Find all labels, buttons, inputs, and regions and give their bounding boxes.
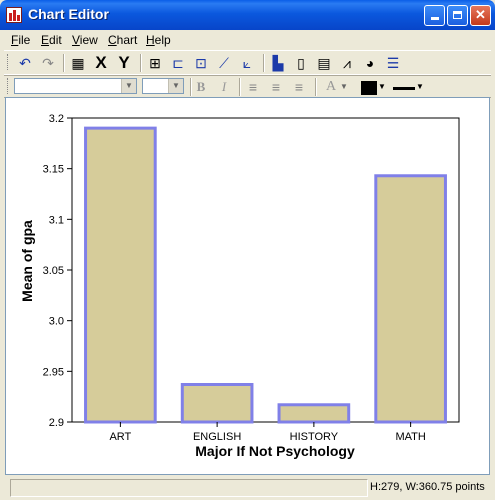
minimize-button[interactable] [424,5,445,26]
align-right-icon: ≡ [294,79,304,95]
font-size-combo[interactable]: ▼ [142,78,184,94]
interpolation-line-button[interactable]: ⟀ [238,54,256,72]
title-button[interactable]: ⊡ [192,54,210,72]
fill-color-dropdown[interactable]: ▼ [378,78,386,96]
y-tick-label[interactable]: 3.05 [43,265,64,277]
y-tick-label[interactable]: 3.1 [49,214,64,226]
y-tick-label[interactable]: 2.95 [43,366,64,378]
bar-chart-button[interactable]: ▙ [269,54,287,72]
bar-math[interactable] [374,174,447,424]
x-tick-label-english[interactable]: ENGLISH [193,431,241,443]
line-style-dropdown[interactable]: ▼ [416,78,424,96]
bar-art[interactable] [84,126,157,424]
grid-button[interactable]: ⊞ [146,54,164,72]
align-left-icon: ≡ [248,79,258,95]
interpolation-line-icon: ⟀ [242,55,252,71]
chart-canvas[interactable]: 3.2 3.15 3.1 3.05 3.0 2.95 2.9 ART ENGLISH HISTO… [5,97,490,475]
text-box-button[interactable]: ▯ [292,54,310,72]
align-center-icon: ≡ [271,79,281,95]
properties-icon: ▦ [71,55,85,71]
bar-history[interactable] [277,403,351,424]
format-toolbar: ▼ ▼ B I ≡ ≡ ≡ A ▼ ▼ ▼ [4,74,491,98]
align-center-button[interactable]: ≡ [267,78,285,96]
title-bar[interactable]: Chart Editor ✕ [0,0,495,30]
x-axis-label[interactable]: Major If Not Psychology [195,443,355,459]
transpose-chart-icon: ☰ [386,55,400,71]
redo-button[interactable]: ↷ [39,54,57,72]
menu-file[interactable]: File [11,33,31,47]
status-bar: H:279, W:360.75 points [2,477,493,498]
fill-color-swatch-icon [361,81,377,96]
y-tick-label[interactable]: 3.0 [49,316,64,328]
menu-chart[interactable]: Chart [108,33,138,47]
y-tick-label[interactable]: 3.15 [43,164,64,176]
reference-line-button[interactable]: ⊏ [169,54,187,72]
font-name-combo[interactable]: ▼ [14,78,137,94]
undo-button[interactable]: ↶ [16,54,34,72]
select-y-axis-button[interactable]: Y [118,53,130,72]
line-style-icon [393,86,415,90]
status-dimensions: H:279, W:360.75 points [370,481,485,493]
close-icon: ✕ [475,7,486,22]
properties-button[interactable]: ▦ [69,54,87,72]
bar-english[interactable] [180,383,254,424]
reference-line-icon: ⊏ [172,55,184,71]
line-chart-button[interactable]: ⩘ [338,54,356,72]
fit-line-icon: ⟋ [219,55,229,71]
x-tick-label-history[interactable]: HISTORY [290,431,339,443]
y-tick-label[interactable]: 3.2 [49,113,64,125]
menu-edit[interactable]: Edit [41,33,62,47]
bar-chart-icon: ▙ [272,55,284,71]
bar-chart[interactable]: 3.2 3.15 3.1 3.05 3.0 2.95 2.9 ART ENGLISH HISTO… [6,98,489,474]
fit-line-button[interactable]: ⟋ [215,54,233,72]
y-tick-label[interactable]: 2.9 [49,417,64,429]
x-tick-label-art[interactable]: ART [109,431,131,443]
menu-view[interactable]: View [72,33,98,47]
font-color-button[interactable]: A [325,79,337,94]
pie-chart-button[interactable]: ◕ [361,54,379,72]
data-labels-button[interactable]: ▤ [315,54,333,72]
maximize-icon [453,11,462,19]
menu-help[interactable]: Help [146,33,171,47]
maximize-button[interactable] [447,5,468,26]
close-button[interactable]: ✕ [470,5,491,26]
y-axis-label[interactable]: Mean of gpa [19,220,35,302]
align-left-button[interactable]: ≡ [244,78,262,96]
align-right-button[interactable]: ≡ [290,78,308,96]
undo-icon: ↶ [19,55,31,71]
x-tick-label-math[interactable]: MATH [395,431,425,443]
fill-color-button[interactable] [360,78,378,96]
italic-button[interactable]: I [221,79,227,94]
redo-icon: ↷ [42,55,54,71]
chevron-down-icon[interactable]: ▼ [168,79,183,93]
chevron-down-icon: ▼ [340,82,348,91]
chart-editor-app-icon[interactable] [6,7,22,23]
main-toolbar: ↶ ↷ ▦ X Y ⊞ ⊏ ⊡ ⟋ ⟀ ▙ ▯ ▤ ⩘ ◕ ☰ [4,50,491,76]
text-box-icon: ▯ [297,55,305,71]
pie-chart-icon: ◕ [365,55,375,71]
line-style-button[interactable] [392,78,416,96]
bold-button[interactable]: B [196,79,206,94]
line-chart-icon: ⩘ [343,55,351,71]
menu-bar: File Edit View Chart Help [4,30,491,49]
font-color-dropdown[interactable]: ▼ [340,78,348,96]
transpose-chart-button[interactable]: ☰ [384,54,402,72]
grid-icon: ⊞ [149,55,161,71]
select-x-axis-button[interactable]: X [95,53,107,72]
chevron-down-icon[interactable]: ▼ [121,79,136,93]
window-title: Chart Editor [28,6,109,22]
data-labels-icon: ▤ [317,55,331,71]
title-icon: ⊡ [195,55,207,71]
minimize-icon [430,17,439,20]
chevron-down-icon: ▼ [378,82,386,91]
chevron-down-icon: ▼ [416,82,424,91]
status-message-panel [10,479,368,497]
